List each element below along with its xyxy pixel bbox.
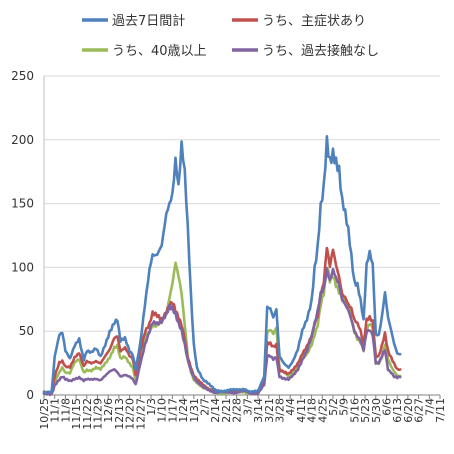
series-line-2	[42, 261, 402, 396]
y-tick-label: 0	[26, 388, 34, 402]
x-tick-label: 5/9	[338, 398, 351, 416]
x-tick-label: 4/11	[295, 398, 308, 423]
x-tick-label: 5/30	[370, 398, 383, 423]
x-tick-label: 4/25	[316, 398, 329, 423]
x-tick-label: 6/6	[380, 398, 393, 416]
series-line-1	[42, 246, 402, 396]
legend-label-0: 過去7日間計	[112, 13, 185, 29]
x-tick-label: 1/10	[156, 398, 169, 423]
y-tick-label: 250	[11, 69, 34, 83]
x-tick-label: 6/20	[402, 398, 415, 423]
x-tick-label: 1/31	[188, 398, 201, 423]
x-tick-label: 11/22	[81, 398, 94, 430]
x-tick-label: 11/8	[59, 398, 72, 423]
x-tick-label: 2/7	[199, 398, 212, 416]
x-tick-label: 3/7	[241, 398, 254, 416]
x-tick-label: 12/13	[113, 398, 126, 430]
x-tick-label: 2/14	[209, 398, 222, 423]
x-tick-label: 3/14	[252, 398, 265, 423]
x-tick-label: 4/18	[306, 398, 319, 423]
x-tick-label: 10/25	[38, 398, 51, 430]
x-tick-label: 11/1	[49, 398, 62, 423]
series-line-0	[42, 135, 402, 394]
grid-lines	[44, 75, 440, 332]
x-tick-label: 5/16	[348, 398, 361, 423]
x-tick-label: 6/27	[413, 398, 426, 423]
x-tick-label: 6/13	[391, 398, 404, 423]
x-tick-label: 2/28	[231, 398, 244, 423]
legend-label-3: うち、過去接触なし	[262, 43, 379, 59]
x-tick-label: 11/15	[70, 398, 83, 430]
x-tick-label: 3/21	[263, 398, 276, 423]
y-axis: 0 50 100 150 200 250	[11, 69, 45, 402]
x-tick-label: 7/4	[423, 398, 436, 416]
y-tick-label: 50	[19, 324, 34, 338]
legend-label-1: うち、主症状あり	[262, 14, 366, 29]
x-axis: 10/2511/111/811/1511/2211/2912/612/1312/…	[38, 394, 447, 430]
x-tick-label: 11/29	[92, 398, 105, 430]
x-tick-label: 12/27	[134, 398, 147, 430]
x-tick-label: 12/20	[124, 398, 137, 430]
x-tick-label: 4/4	[284, 398, 297, 416]
legend-label-2: うち、40歳以上	[112, 44, 207, 59]
y-tick-label: 150	[11, 197, 34, 211]
x-tick-label: 5/23	[359, 398, 372, 423]
y-tick-label: 100	[11, 260, 34, 274]
x-tick-label: 5/2	[327, 398, 340, 416]
x-tick-label: 1/3	[145, 398, 158, 416]
x-tick-label: 2/21	[220, 398, 233, 423]
y-tick-label: 200	[11, 133, 34, 147]
x-tick-label: 7/11	[434, 398, 447, 423]
x-tick-label: 1/17	[166, 398, 179, 423]
x-tick-label: 1/24	[177, 398, 190, 423]
x-tick-label: 3/28	[273, 398, 286, 423]
x-tick-label: 12/6	[102, 398, 115, 423]
series-lines	[42, 135, 402, 397]
